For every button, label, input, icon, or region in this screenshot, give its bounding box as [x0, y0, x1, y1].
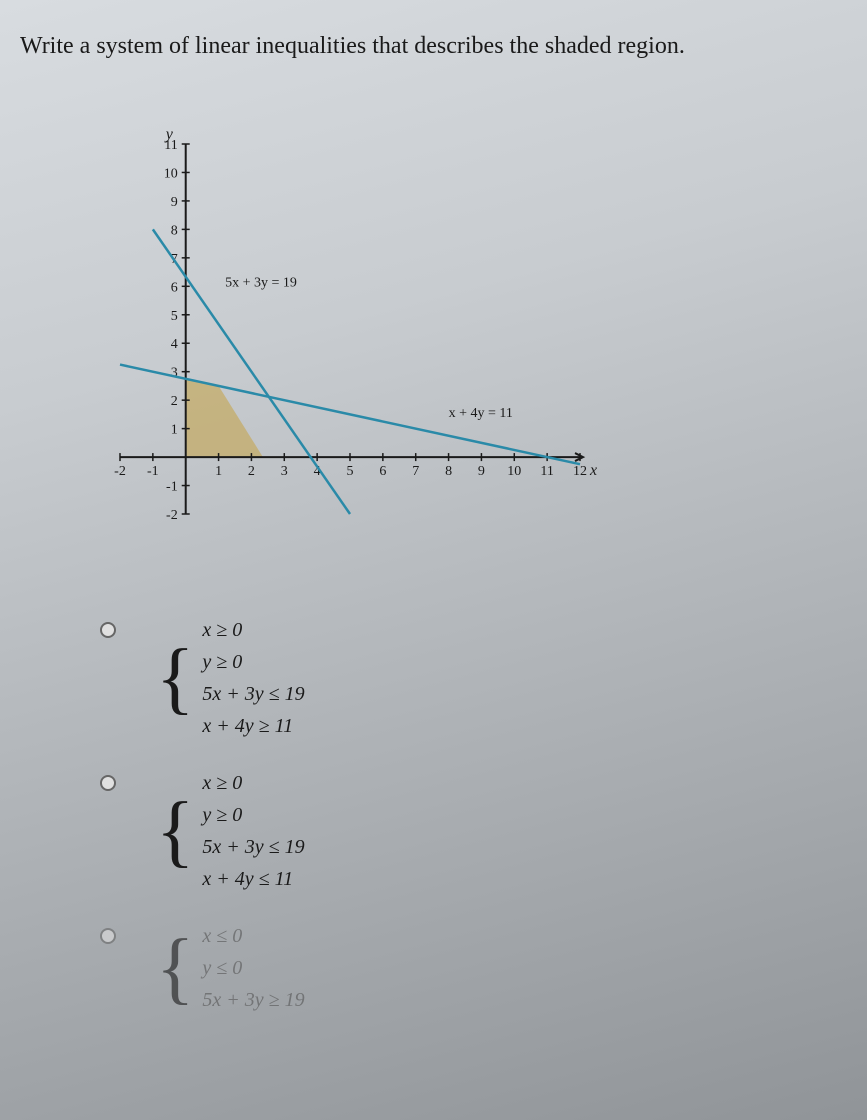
option-1[interactable]: { x ≥ 0 y ≥ 0 5x + 3y ≤ 19 x + 4y ≥ 11	[100, 614, 847, 742]
inequality-line: 5x + 3y ≤ 19	[202, 831, 304, 863]
brace-system-3: { x ≤ 0 y ≤ 0 5x + 3y ≥ 19	[156, 920, 305, 1016]
inequality-line: x + 4y ≤ 11	[202, 863, 304, 895]
graph-svg: -2-1123456789101112-2-11234567891011xy5x…	[80, 124, 600, 544]
svg-text:-1: -1	[147, 464, 159, 479]
radio-button-1[interactable]	[100, 622, 116, 638]
svg-text:12: 12	[573, 464, 587, 479]
inequality-line: x ≥ 0	[202, 767, 304, 799]
inequality-line: x ≤ 0	[202, 920, 304, 952]
inequality-line: x + 4y ≥ 11	[202, 710, 304, 742]
option-3[interactable]: { x ≤ 0 y ≤ 0 5x + 3y ≥ 19	[100, 920, 847, 1016]
svg-text:5: 5	[347, 464, 354, 479]
answer-options: { x ≥ 0 y ≥ 0 5x + 3y ≤ 19 x + 4y ≥ 11 {…	[100, 614, 847, 1016]
inequality-line: y ≤ 0	[202, 952, 304, 984]
brace-icon: {	[156, 646, 194, 710]
svg-text:-2: -2	[114, 464, 126, 479]
radio-button-3[interactable]	[100, 928, 116, 944]
svg-text:x + 4y = 11: x + 4y = 11	[449, 406, 513, 421]
svg-text:8: 8	[445, 464, 452, 479]
svg-text:1: 1	[215, 464, 222, 479]
brace-icon: {	[156, 936, 194, 1000]
radio-button-2[interactable]	[100, 775, 116, 791]
svg-text:-2: -2	[166, 508, 178, 523]
brace-system-2: { x ≥ 0 y ≥ 0 5x + 3y ≤ 19 x + 4y ≤ 11	[156, 767, 305, 895]
inequality-line: 5x + 3y ≤ 19	[202, 678, 304, 710]
svg-text:8: 8	[171, 223, 178, 238]
inequalities-1: x ≥ 0 y ≥ 0 5x + 3y ≤ 19 x + 4y ≥ 11	[202, 614, 304, 742]
svg-text:5: 5	[171, 308, 178, 323]
inequality-line: x ≥ 0	[202, 614, 304, 646]
svg-text:9: 9	[171, 195, 178, 210]
svg-text:10: 10	[164, 166, 178, 181]
svg-text:3: 3	[171, 365, 178, 380]
svg-text:10: 10	[507, 464, 521, 479]
svg-text:6: 6	[379, 464, 386, 479]
svg-text:y: y	[164, 126, 174, 143]
svg-text:11: 11	[540, 464, 553, 479]
option-2[interactable]: { x ≥ 0 y ≥ 0 5x + 3y ≤ 19 x + 4y ≤ 11	[100, 767, 847, 895]
svg-text:2: 2	[248, 464, 255, 479]
svg-text:x: x	[589, 462, 597, 479]
graph-container: -2-1123456789101112-2-11234567891011xy5x…	[80, 124, 600, 544]
svg-text:3: 3	[281, 464, 288, 479]
question-text: Write a system of linear inequalities th…	[20, 30, 847, 64]
svg-text:2: 2	[171, 394, 178, 409]
svg-text:4: 4	[171, 337, 178, 352]
svg-text:7: 7	[412, 464, 419, 479]
svg-text:-1: -1	[166, 479, 178, 494]
inequality-line: y ≥ 0	[202, 799, 304, 831]
svg-text:6: 6	[171, 280, 178, 295]
inequalities-3: x ≤ 0 y ≤ 0 5x + 3y ≥ 19	[202, 920, 304, 1016]
svg-text:5x + 3y = 19: 5x + 3y = 19	[225, 275, 297, 290]
inequalities-2: x ≥ 0 y ≥ 0 5x + 3y ≤ 19 x + 4y ≤ 11	[202, 767, 304, 895]
inequality-line: 5x + 3y ≥ 19	[202, 984, 304, 1016]
brace-system-1: { x ≥ 0 y ≥ 0 5x + 3y ≤ 19 x + 4y ≥ 11	[156, 614, 305, 742]
brace-icon: {	[156, 799, 194, 863]
svg-text:9: 9	[478, 464, 485, 479]
inequality-line: y ≥ 0	[202, 646, 304, 678]
svg-text:1: 1	[171, 422, 178, 437]
